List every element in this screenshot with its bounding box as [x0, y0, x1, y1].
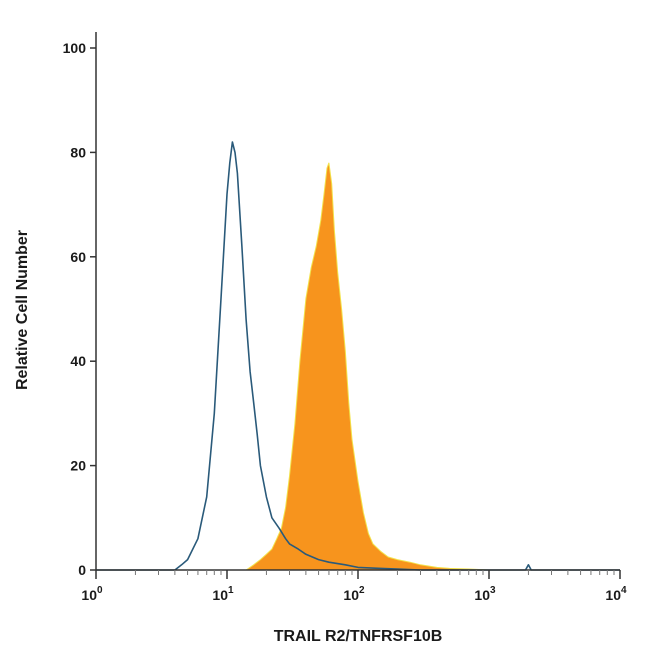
x-tick-exponent: 3 — [490, 585, 496, 596]
y-tick-label: 80 — [70, 144, 86, 160]
y-tick-label: 60 — [70, 249, 86, 265]
y-tick-label: 0 — [78, 562, 86, 578]
x-tick-base: 10 — [212, 587, 228, 603]
x-tick-base: 10 — [605, 587, 621, 603]
x-axis-title: TRAIL R2/TNFRSF10B — [274, 628, 443, 645]
series-1-outline-histogram — [96, 141, 620, 571]
y-tick-label: 20 — [70, 458, 86, 474]
y-tick-label: 100 — [63, 40, 87, 56]
x-tick-base: 10 — [343, 587, 359, 603]
x-tick-exponent: 1 — [228, 585, 234, 596]
series-0-filled-histogram — [96, 162, 620, 571]
x-tick-label: 102 — [343, 585, 365, 603]
x-tick-label: 104 — [605, 585, 627, 603]
y-axis-title: Relative Cell Number — [14, 230, 31, 390]
x-tick-exponent: 0 — [97, 585, 103, 596]
y-tick-label: 40 — [70, 353, 86, 369]
x-tick-base: 10 — [474, 587, 490, 603]
x-tick-label: 101 — [212, 585, 234, 603]
x-tick-exponent: 4 — [621, 585, 627, 596]
x-tick-label: 100 — [81, 585, 103, 603]
series-layer — [96, 141, 620, 571]
x-tick-exponent: 2 — [359, 585, 365, 596]
x-tick-label: 103 — [474, 585, 496, 603]
x-tick-base: 10 — [81, 587, 97, 603]
